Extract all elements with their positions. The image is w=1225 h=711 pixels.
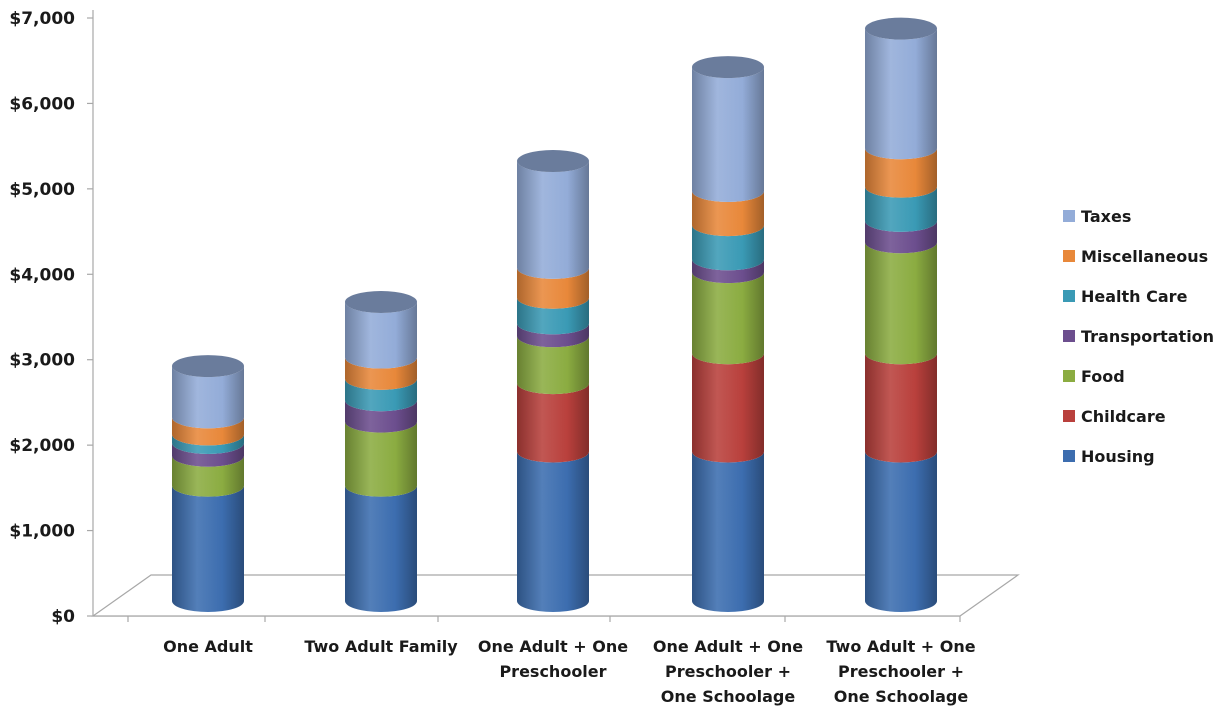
segment-transportation (345, 400, 417, 433)
legend-label: Food (1081, 367, 1125, 386)
legend-item-transportation[interactable]: Transportation (1063, 327, 1214, 346)
axis-labels: $0 $1,000 $2,000 $3,000 $4,000 $5,000 $6,000 $7… (9, 9, 975, 706)
bar-top-cap (692, 56, 764, 79)
segment-transportation (865, 220, 937, 254)
segment-taxes (345, 302, 417, 369)
segment-food (865, 242, 937, 365)
bar-one-adult-one-preschooler (517, 150, 589, 612)
legend-swatch (1063, 210, 1075, 222)
legend[interactable]: Taxes Miscellaneous Health Care Transportat… (1063, 207, 1214, 466)
segment-food (517, 336, 589, 395)
y-tick-label: $4,000 (9, 265, 75, 285)
legend-label: Transportation (1081, 327, 1214, 346)
legend-item-housing[interactable]: Housing (1063, 447, 1155, 466)
y-tick-label: $2,000 (9, 436, 75, 456)
segment-housing (172, 485, 244, 612)
bar-one-adult-one-preschooler-one-schoolage (692, 56, 764, 612)
segment-food (345, 421, 417, 497)
y-tick-label: $0 (51, 607, 75, 627)
legend-item-taxes[interactable]: Taxes (1063, 207, 1131, 226)
segment-childcare (865, 353, 937, 463)
segment-taxes (692, 67, 764, 202)
legend-label: Miscellaneous (1081, 247, 1208, 266)
legend-item-food[interactable]: Food (1063, 367, 1125, 386)
segment-miscellaneous (865, 148, 937, 198)
bar-top-cap (865, 17, 937, 40)
segment-miscellaneous (345, 357, 417, 390)
legend-swatch (1063, 290, 1075, 302)
bar-two-adult-family (345, 291, 417, 612)
x-tick-label: Two Adult Family (304, 637, 458, 656)
legend-label: Childcare (1081, 407, 1166, 426)
x-tick-label: One Adult + One Preschooler (478, 637, 628, 681)
segment-housing (865, 451, 937, 612)
bar-top-cap (172, 355, 244, 378)
bar-two-adult-one-preschooler-one-schoolage (865, 17, 937, 612)
y-tick-label: $3,000 (9, 351, 75, 371)
segment-housing (517, 451, 589, 612)
segment-miscellaneous (517, 267, 589, 309)
segment-childcare (692, 353, 764, 463)
x-tick-label: Two Adult + One Preschooler + One Schoolag… (826, 637, 975, 706)
segment-taxes (172, 366, 244, 429)
segment-miscellaneous (172, 417, 244, 446)
segment-health-care (345, 378, 417, 412)
x-tick-label: One Adult (163, 637, 253, 656)
y-tick-label: $5,000 (9, 180, 75, 200)
segment-miscellaneous (692, 190, 764, 237)
segment-taxes (865, 28, 937, 160)
legend-item-health-care[interactable]: Health Care (1063, 287, 1188, 306)
segment-health-care (517, 297, 589, 335)
legend-swatch (1063, 250, 1075, 262)
segment-health-care (865, 186, 937, 232)
legend-label: Taxes (1081, 207, 1131, 226)
segment-transportation (692, 259, 764, 284)
segment-housing (692, 451, 764, 612)
x-tick-label: One Adult + One Preschooler + One Schoolag… (653, 637, 803, 706)
legend-item-miscellaneous[interactable]: Miscellaneous (1063, 247, 1208, 266)
legend-swatch (1063, 450, 1075, 462)
y-tick-label: $7,000 (9, 9, 75, 29)
bar-top-cap (345, 291, 417, 313)
legend-label: Health Care (1081, 287, 1188, 306)
segment-health-care (692, 225, 764, 271)
segment-transportation (172, 442, 244, 467)
segment-food (692, 272, 764, 365)
segment-food (172, 455, 244, 497)
y-tick-label: $6,000 (9, 94, 75, 114)
bars (172, 17, 937, 612)
segment-transportation (517, 323, 589, 348)
legend-swatch (1063, 370, 1075, 382)
legend-label: Housing (1081, 447, 1155, 466)
bar-top-cap (517, 150, 589, 173)
legend-item-childcare[interactable]: Childcare (1063, 407, 1166, 426)
segment-childcare (517, 383, 589, 463)
bar-one-adult (172, 355, 244, 612)
segment-taxes (517, 161, 589, 279)
segment-health-care (172, 434, 244, 454)
y-tick-label: $1,000 (9, 522, 75, 542)
segment-housing (345, 485, 417, 612)
legend-swatch (1063, 410, 1075, 422)
legend-swatch (1063, 330, 1075, 342)
